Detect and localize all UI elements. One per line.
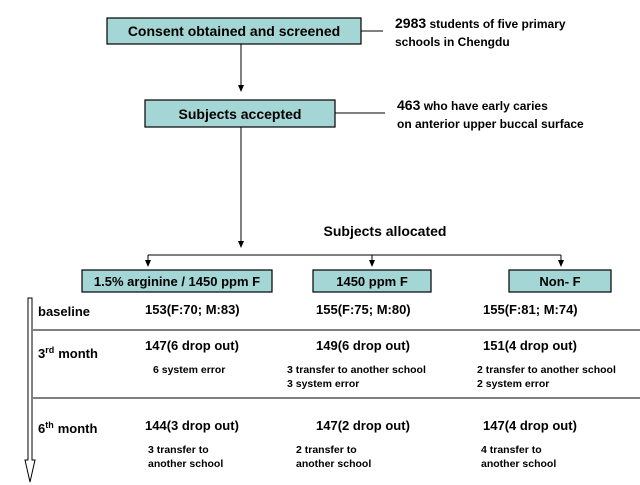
row-label: 6th month — [38, 420, 98, 436]
group-label: Non- F — [539, 274, 580, 289]
note-number: 463 — [397, 97, 421, 113]
note-line: 2983 students of five primary — [395, 15, 566, 31]
node-box — [144, 99, 336, 128]
row-label: baseline — [38, 304, 90, 319]
cell-detail: another school — [481, 458, 556, 470]
note-line: on anterior upper buccal surface — [397, 117, 584, 131]
cell-value: 147(6 drop out) — [145, 338, 239, 353]
cell-detail: 2 transfer to another school — [477, 364, 616, 376]
group-box — [81, 269, 273, 293]
row-label-sup: rd — [45, 345, 54, 355]
cell-detail: another school — [296, 458, 371, 470]
cell-detail: 3 transfer to another school — [287, 364, 426, 376]
note-number: 2983 — [395, 15, 426, 31]
cell-value: 149(6 drop out) — [316, 338, 410, 353]
cell-value: 147(2 drop out) — [316, 418, 410, 433]
group-label: 1450 ppm F — [336, 274, 408, 289]
timeline-arrow — [24, 297, 36, 483]
group-box — [312, 269, 432, 293]
row-label-num: 6 — [38, 421, 45, 436]
cell-detail: 4 transfer to — [481, 444, 542, 456]
cell-value: 155(F:81; M:74) — [483, 302, 578, 317]
row-label-text: baseline — [38, 304, 90, 319]
cell-value: 155(F:75; M:80) — [316, 302, 411, 317]
cell-detail: 3 transfer to — [148, 444, 209, 456]
cell-detail: 3 system error — [287, 378, 359, 390]
note-text: students of five primary — [430, 17, 566, 31]
row-label: 3rd month — [38, 345, 98, 361]
note-line: schools in Chengdu — [395, 35, 510, 49]
cell-detail: another school — [148, 458, 223, 470]
cell-detail: 6 system error — [153, 364, 225, 376]
note-line: 463 who have early caries — [397, 97, 548, 113]
cell-detail: 2 system error — [477, 378, 549, 390]
row-label-text: month — [58, 421, 98, 436]
node-label: Subjects accepted — [179, 106, 302, 122]
group-label: 1.5% arginine / 1450 ppm F — [94, 274, 260, 289]
row-label-text: month — [58, 346, 98, 361]
node-box — [106, 17, 362, 45]
allocation-title: Subjects allocated — [324, 223, 447, 239]
cell-value: 144(3 drop out) — [145, 418, 239, 433]
cell-value: 151(4 drop out) — [483, 338, 577, 353]
cell-value: 153(F:70; M:83) — [145, 302, 240, 317]
cell-detail: 2 transfer to — [296, 444, 357, 456]
group-box — [508, 269, 612, 293]
note-text: who have early caries — [423, 99, 548, 113]
row-label-num: 3 — [38, 346, 45, 361]
node-label: Consent obtained and screened — [128, 23, 340, 39]
cell-value: 147(4 drop out) — [483, 418, 577, 433]
row-label-sup: th — [45, 420, 54, 430]
